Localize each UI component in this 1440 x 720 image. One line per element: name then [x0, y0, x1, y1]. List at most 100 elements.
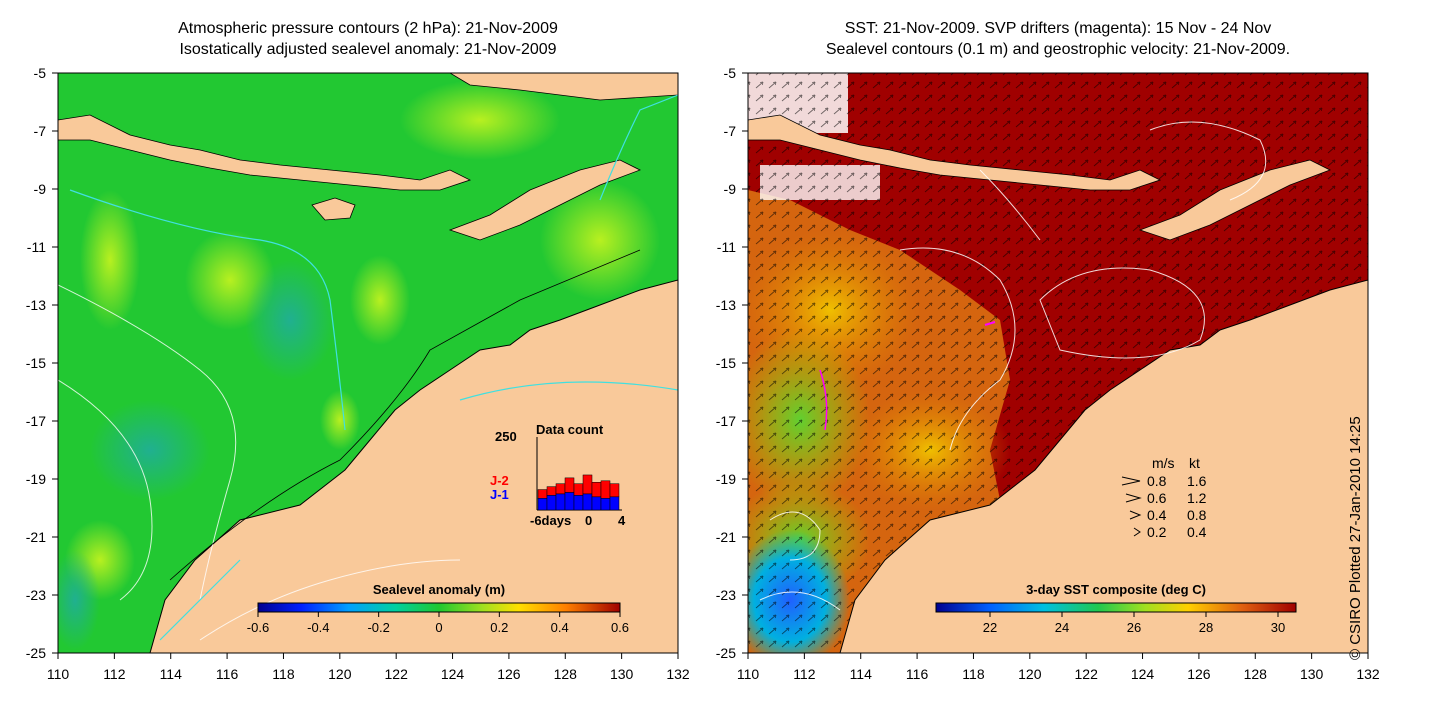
inset-bar-j2 [564, 477, 575, 493]
colorbar-tick-label: 26 [1127, 620, 1141, 635]
left-ytick-label: -5 [34, 65, 47, 81]
left-xtick-label: 130 [610, 666, 634, 682]
left-ytick-label: -25 [26, 645, 46, 661]
left-map-title: Atmospheric pressure contours (2 hPa): 2… [58, 18, 678, 60]
drifter-track [819, 369, 828, 431]
timor-island [448, 159, 641, 241]
credit-text: © CSIRO Plotted 27-Jan-2010 14:25 [1347, 416, 1364, 660]
right-ytick-label: -5 [724, 65, 737, 81]
right-ytick-label: -15 [716, 355, 736, 371]
right-map-title: SST: 21-Nov-2009. SVP drifters (magenta)… [748, 18, 1368, 60]
velocity-ms: 0.8 [1147, 473, 1167, 489]
left-ytick-label: -15 [26, 355, 46, 371]
colorbar-tick-label: 0.4 [551, 620, 569, 635]
right-xtick-label: 118 [962, 666, 985, 682]
sst-colorbar-label: 3-day SST composite (deg C) [1026, 582, 1206, 597]
left-xtick-label: 116 [216, 666, 239, 682]
sst-colorbar: 3-day SST composite (deg C) 22 24 26 28 30 [935, 582, 1297, 635]
colorbar-tick-label: 24 [1055, 620, 1069, 635]
inset-bar-j1 [609, 496, 620, 511]
left-xtick-label: 114 [160, 666, 183, 682]
inset-bar-j2 [582, 474, 593, 495]
inset-bar-j1 [591, 496, 602, 511]
inset-bar-j2 [546, 486, 557, 496]
left-xtick-label: 122 [385, 666, 409, 682]
australia-landmass-sst [839, 279, 1368, 653]
right-xtick-label: 110 [737, 666, 760, 682]
velocity-arrow-icon [1129, 510, 1142, 520]
colorbar-tick-label: 22 [983, 620, 997, 635]
axis-ticks: 110 112 114 116 118 120 122 124 126 128 130 132 -5 -7… [26, 65, 1380, 682]
colorbar-tick-label: 28 [1199, 620, 1213, 635]
velocity-kt: 1.2 [1187, 490, 1207, 506]
left-xtick-label: 132 [666, 666, 690, 682]
right-xtick-label: 122 [1075, 666, 1099, 682]
colorbar-tick-label: 0 [435, 620, 442, 635]
left-xtick-label: 112 [103, 666, 126, 682]
velocity-arrow-icon [1133, 527, 1141, 537]
colorbar-tick-label: -0.2 [367, 620, 389, 635]
left-ytick-label: -21 [26, 529, 46, 545]
sla-colorbar-label: Sealevel anomaly (m) [373, 582, 505, 597]
colorbar-tick-label: -0.6 [247, 620, 269, 635]
right-ytick-label: -13 [716, 297, 736, 313]
velocity-header-kt: kt [1189, 455, 1200, 471]
inset-bar-j1 [600, 498, 611, 511]
right-ytick-label: -23 [716, 587, 736, 603]
inset-xtick-4: 4 [618, 513, 626, 528]
velocity-ms: 0.4 [1147, 507, 1167, 523]
left-ytick-label: -13 [26, 297, 46, 313]
right-ytick-label: -11 [717, 239, 736, 255]
right-map [748, 73, 1368, 653]
velocity-ms: 0.2 [1147, 524, 1167, 540]
right-ytick-label: -17 [716, 413, 736, 429]
island-chain [58, 114, 472, 191]
colorbar-tick-label: 30 [1271, 620, 1285, 635]
inset-bar-j1 [537, 498, 548, 511]
left-ytick-label: -17 [26, 413, 46, 429]
left-xtick-label: 126 [497, 666, 521, 682]
timor-island-sst [1138, 159, 1331, 241]
right-ytick-label: -7 [724, 123, 737, 139]
inset-bar-j1 [582, 493, 593, 511]
left-ytick-label: -19 [26, 471, 46, 487]
colorbar-tick-label: 0.6 [611, 620, 629, 635]
right-xtick-label: 112 [793, 666, 816, 682]
inset-legend-j2: J-2 [490, 473, 509, 488]
right-ytick-label: -19 [716, 471, 736, 487]
right-xtick-label: 130 [1300, 666, 1324, 682]
velocity-arrow-icon [1125, 493, 1142, 503]
left-xtick-label: 124 [441, 666, 465, 682]
right-title-line2: Sealevel contours (0.1 m) and geostrophi… [825, 41, 1291, 58]
north-land [449, 73, 678, 101]
right-title-line1: SST: 21-Nov-2009. SVP drifters (magenta)… [844, 20, 1272, 37]
data-count-inset: 250 Data count J-2 J-1 -6days 0 4 [490, 422, 626, 528]
inset-bar-j1 [573, 495, 584, 511]
right-ytick-label: -9 [724, 181, 737, 197]
left-xtick-label: 118 [272, 666, 295, 682]
left-xtick-label: 120 [328, 666, 352, 682]
velocity-arrow-icon [1121, 476, 1141, 486]
inset-bar-j1 [564, 492, 575, 511]
velocity-kt: 1.6 [1187, 473, 1207, 489]
inset-legend-j1: J-1 [490, 487, 509, 502]
right-xtick-label: 114 [850, 666, 873, 682]
inset-title: Data count [536, 422, 604, 437]
right-xtick-label: 128 [1244, 666, 1268, 682]
velocity-header-ms: m/s [1152, 455, 1175, 471]
left-xtick-label: 110 [47, 666, 70, 682]
left-title-line1: Atmospheric pressure contours (2 hPa): 2… [178, 20, 558, 37]
right-xtick-label: 116 [906, 666, 929, 682]
right-ytick-label: -25 [716, 645, 736, 661]
colorbar-tick-label: -0.4 [307, 620, 329, 635]
right-xtick-label: 132 [1356, 666, 1380, 682]
inset-bar-j2 [609, 483, 620, 498]
left-map [58, 73, 678, 653]
right-xtick-label: 120 [1018, 666, 1042, 682]
inset-bar-j1 [546, 495, 557, 511]
inset-xlabel: -6days [530, 513, 571, 528]
left-ytick-label: -9 [34, 181, 47, 197]
left-ytick-label: -7 [34, 123, 47, 139]
inset-bar-j2 [600, 480, 611, 499]
